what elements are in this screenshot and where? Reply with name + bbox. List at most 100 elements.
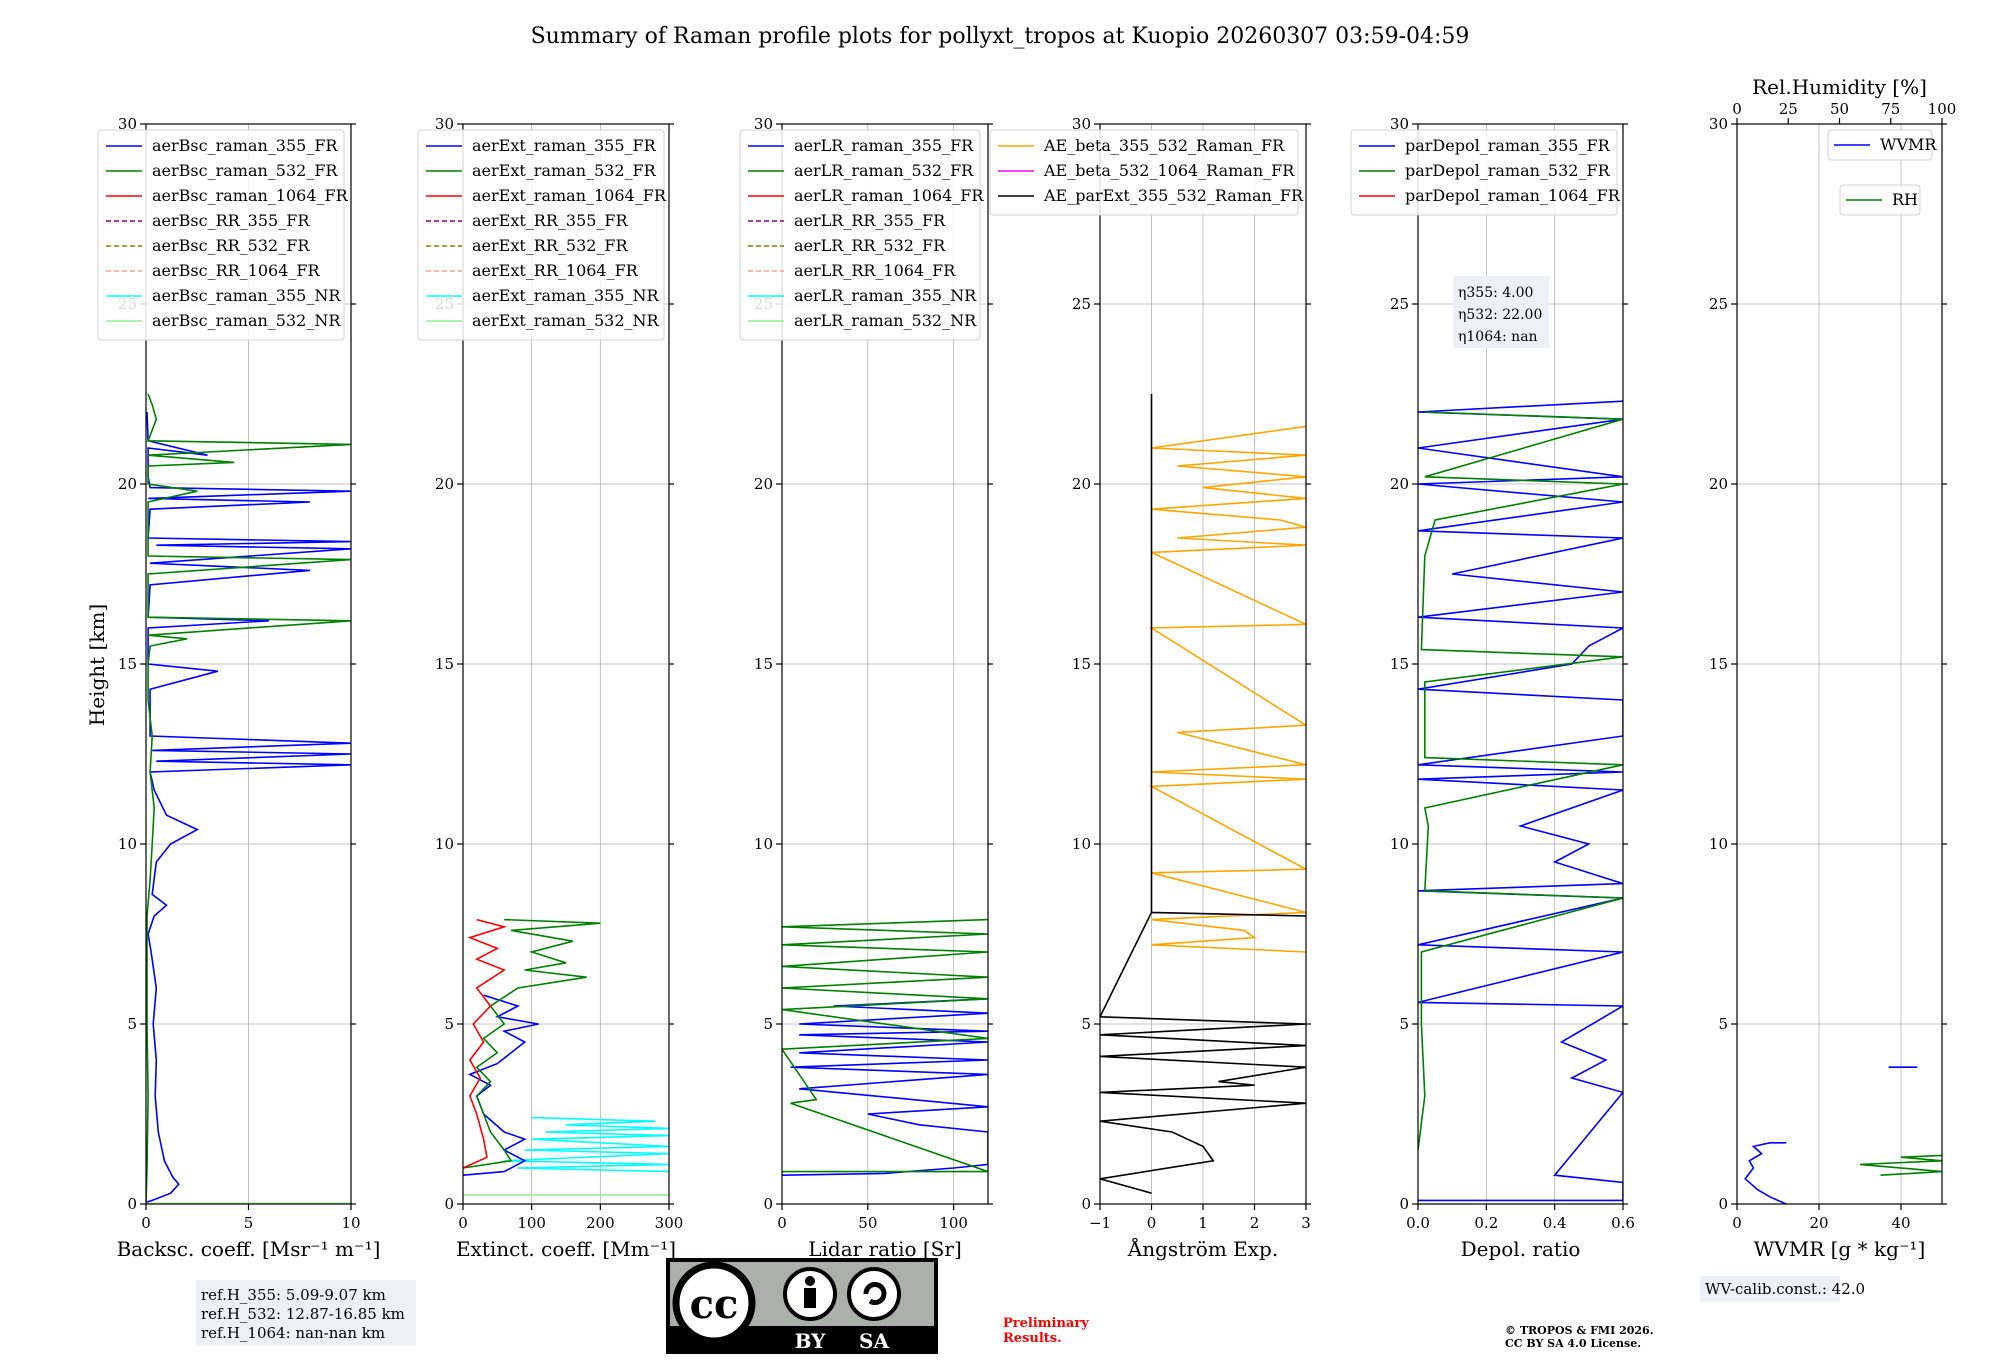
y-tick-label: 15 (1390, 655, 1409, 673)
x-tick-label: 5 (244, 1214, 254, 1232)
ref-h-1064: ref.H_1064: nan-nan km (201, 1324, 385, 1342)
legend-box (97, 129, 345, 341)
y-tick-label: 25 (1390, 295, 1409, 313)
series-group (1418, 400, 1623, 1202)
copyright-line-1: © TROPOS & FMI 2026. (1505, 1324, 1654, 1337)
legend-label: aerLR_raman_532_NR (794, 311, 977, 330)
legend-label: aerBsc_RR_1064_FR (152, 261, 321, 280)
y-tick-label: 0 (1081, 1195, 1091, 1213)
top-axis-label: Rel.Humidity [%] (1752, 75, 1927, 99)
legend: aerExt_raman_355_FR aerExt_raman_532_FRae… (417, 129, 667, 341)
series-group (146, 393, 351, 1204)
y-tick-label: 5 (444, 1015, 454, 1033)
y-tick-label: 5 (1718, 1015, 1728, 1033)
series-group (463, 918, 669, 1196)
legend-label: aerLR_raman_1064_FR (794, 186, 984, 205)
eta-532: η532: 22.00 (1458, 307, 1542, 323)
x-tick-label: 0 (141, 1214, 151, 1232)
y-tick-label: 0 (1718, 1195, 1728, 1213)
legend-label: WVMR (1880, 135, 1937, 154)
ref-h-532: ref.H_532: 12.87-16.85 km (201, 1305, 405, 1323)
x-tick-label: 0 (777, 1214, 787, 1232)
legend-label: aerBsc_raman_1064_FR (152, 186, 349, 205)
x-axis-label: Extinct. coeff. [Mm⁻¹] (456, 1237, 676, 1261)
series-line-aerLR_raman_355_FR (782, 998, 988, 1176)
series-line-parDepol_raman_532_FR (1418, 411, 1623, 1151)
series-line-parDepol_raman_355_FR (1418, 400, 1623, 1202)
preliminary-label-1: Preliminary (1003, 1316, 1089, 1331)
legend-label: aerBsc_raman_532_NR (152, 311, 341, 330)
y-tick-label: 20 (1390, 475, 1409, 493)
y-tick-label: 20 (1709, 475, 1728, 493)
legend-box (1827, 129, 1933, 161)
y-tick-label: 5 (1399, 1015, 1409, 1033)
y-tick-label: 30 (1072, 115, 1091, 133)
x-tick-label: 40 (1891, 1214, 1910, 1232)
x-tick-label: 1 (1198, 1214, 1208, 1232)
cc-sa-label: SA (859, 1329, 889, 1353)
legend-label: aerLR_RR_1064_FR (794, 261, 956, 280)
eta-355: η355: 4.00 (1458, 285, 1533, 301)
panel-bsc: 0510051015202530Backsc. coeff. [Msr⁻¹ m⁻… (97, 115, 381, 1261)
x-axis-label: Ångström Exp. (1127, 1236, 1278, 1261)
y-tick-label: 20 (118, 475, 137, 493)
figure-title: Summary of Raman profile plots for polly… (531, 24, 1470, 49)
y-tick-label: 30 (754, 115, 773, 133)
y-tick-label: 25 (1072, 295, 1091, 313)
y-tick-label: 5 (127, 1015, 137, 1033)
share-alike-arrow-icon (863, 1282, 887, 1305)
x-tick-label: 0.6 (1611, 1214, 1635, 1232)
series-line-aerExt_raman_355_NR (504, 1116, 669, 1173)
copyright-line-2: CC BY SA 4.0 License. (1505, 1337, 1641, 1350)
legend-label: aerExt_raman_355_NR (472, 286, 660, 305)
x-tick-label: 0 (1147, 1214, 1157, 1232)
x-tick-label: 0.4 (1543, 1214, 1567, 1232)
y-tick-label: 0 (127, 1195, 137, 1213)
legend: WVMR RH (1827, 129, 1937, 216)
legend-label: parDepol_raman_532_FR (1405, 161, 1611, 180)
legend: aerLR_raman_355_FR aerLR_raman_532_FR aerL… (739, 129, 984, 341)
x-tick-label: 300 (655, 1214, 684, 1232)
series-line-AE_parExt_355_532_Raman_FR (1100, 394, 1306, 1194)
legend-label: aerLR_RR_355_FR (794, 211, 946, 230)
series-line-aerBsc_raman_532_FR (146, 393, 351, 1203)
y-tick-label: 15 (1709, 655, 1728, 673)
legend-label: aerBsc_raman_355_NR (152, 286, 341, 305)
legend-label: aerExt_RR_532_FR (472, 236, 629, 255)
x-tick-label: 0.2 (1474, 1214, 1498, 1232)
cc-by-label: BY (795, 1329, 827, 1353)
y-tick-label: 30 (118, 115, 137, 133)
y-tick-label: 25 (1709, 295, 1728, 313)
x-tick-label: 50 (858, 1214, 877, 1232)
x-axis-label: Backsc. coeff. [Msr⁻¹ m⁻¹] (117, 1237, 381, 1261)
series-group (782, 918, 988, 1176)
ref-height-box: ref.H_355: 5.09-9.07 km ref.H_532: 12.87… (196, 1280, 416, 1346)
x-tick-label: 200 (586, 1214, 615, 1232)
legend-label: aerExt_RR_1064_FR (472, 261, 639, 280)
ref-h-355: ref.H_355: 5.09-9.07 km (201, 1286, 386, 1304)
cc-logo-icon (672, 1261, 756, 1345)
y-tick-label: 10 (754, 835, 773, 853)
legend-label: aerExt_raman_532_FR (472, 161, 657, 180)
y-tick-label: 30 (1709, 115, 1728, 133)
legend-label: aerLR_raman_532_FR (794, 161, 974, 180)
legend-box (417, 129, 665, 341)
legend-label: RH (1892, 190, 1918, 209)
legend-label: AE_parExt_355_532_Raman_FR (1043, 186, 1304, 205)
wv-calib-text: WV-calib.const.: 42.0 (1705, 1280, 1865, 1298)
legend-box (1350, 129, 1618, 216)
x-tick-label: 100 (939, 1214, 968, 1232)
cc-logo-text: cc (690, 1281, 739, 1328)
x-axis-label: Lidar ratio [Sr] (808, 1237, 962, 1261)
legend-label: aerExt_raman_1064_FR (472, 186, 667, 205)
preliminary-label-2: Results. (1003, 1331, 1062, 1346)
x-tick-label: 10 (341, 1214, 360, 1232)
y-tick-label: 10 (1709, 835, 1728, 853)
series-group (1100, 394, 1306, 1194)
y-tick-label: 15 (1072, 655, 1091, 673)
eta-1064: η1064: nan (1458, 329, 1538, 345)
y-tick-label: 30 (435, 115, 454, 133)
x-tick-label: −1 (1089, 1214, 1111, 1232)
